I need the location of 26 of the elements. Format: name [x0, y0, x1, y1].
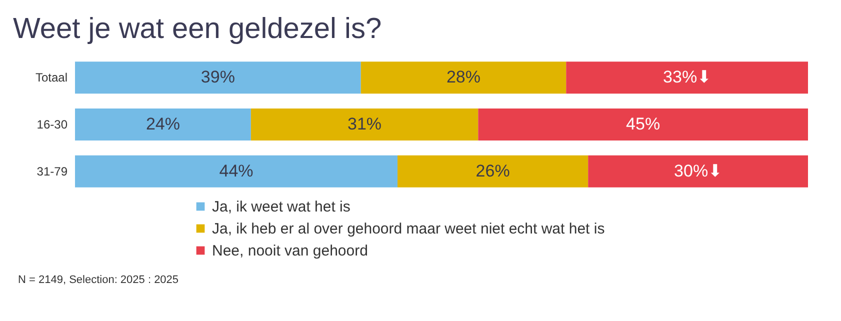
y-tick-label: Totaal	[35, 70, 68, 85]
bar	[478, 108, 808, 140]
data-label: 31%	[348, 114, 382, 134]
y-tick-label: 31-79	[36, 164, 68, 178]
data-label: 30%⬇	[674, 161, 722, 180]
bar	[360, 62, 566, 94]
y-tick-label: 16-30	[36, 118, 68, 132]
data-label: 39%	[200, 68, 235, 87]
bar	[75, 155, 398, 188]
legend-label: Ja, ik weet wat het is	[212, 198, 350, 216]
bar	[75, 108, 251, 140]
bar	[398, 155, 588, 188]
bar	[75, 62, 361, 94]
bar	[250, 108, 478, 140]
data-label: 45%	[626, 114, 660, 134]
chart-title: Weet je wat een geldezel is?	[13, 13, 382, 45]
legend-label: Nee, nooit van gehoord	[212, 242, 368, 260]
data-label: 26%	[476, 161, 510, 180]
legend-label: Ja, ik heb er al over gehoord maar weet niet echt wat het is	[212, 220, 605, 238]
data-label: 28%	[446, 68, 481, 87]
data-label: 33%⬇	[663, 68, 712, 87]
data-label: 44%	[219, 161, 254, 180]
text: N = 2149, Selection: 2025 : 2025	[18, 273, 179, 288]
bar	[588, 155, 808, 188]
bar	[566, 62, 808, 94]
data-label: 24%	[146, 114, 180, 134]
